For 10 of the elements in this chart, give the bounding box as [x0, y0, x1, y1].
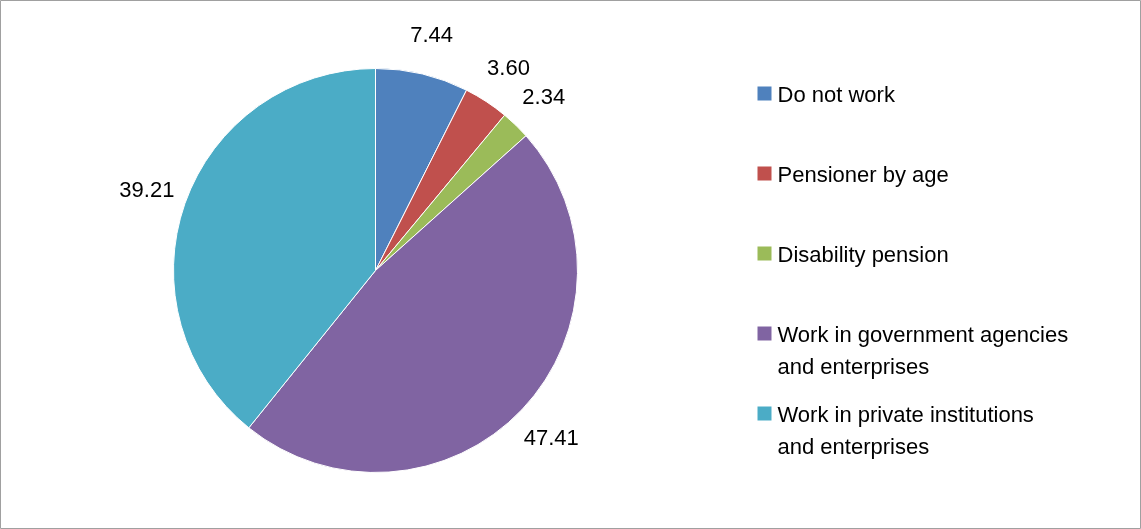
data-label: 47.41 [523, 424, 579, 450]
data-label: 7.44 [410, 22, 454, 48]
legend-label: Do not work [777, 81, 896, 107]
legend-label: Disability pension [777, 241, 949, 267]
data-label: 39.21 [119, 177, 175, 203]
data-label: 3.60 [487, 55, 530, 81]
legend-label: Work in government agencies and enterprises [777, 321, 1069, 379]
data-label: 2.34 [522, 83, 566, 109]
legend-label: Pensioner by age [777, 161, 949, 187]
legend-label: Work in private institutions and enterprises [777, 401, 1034, 459]
